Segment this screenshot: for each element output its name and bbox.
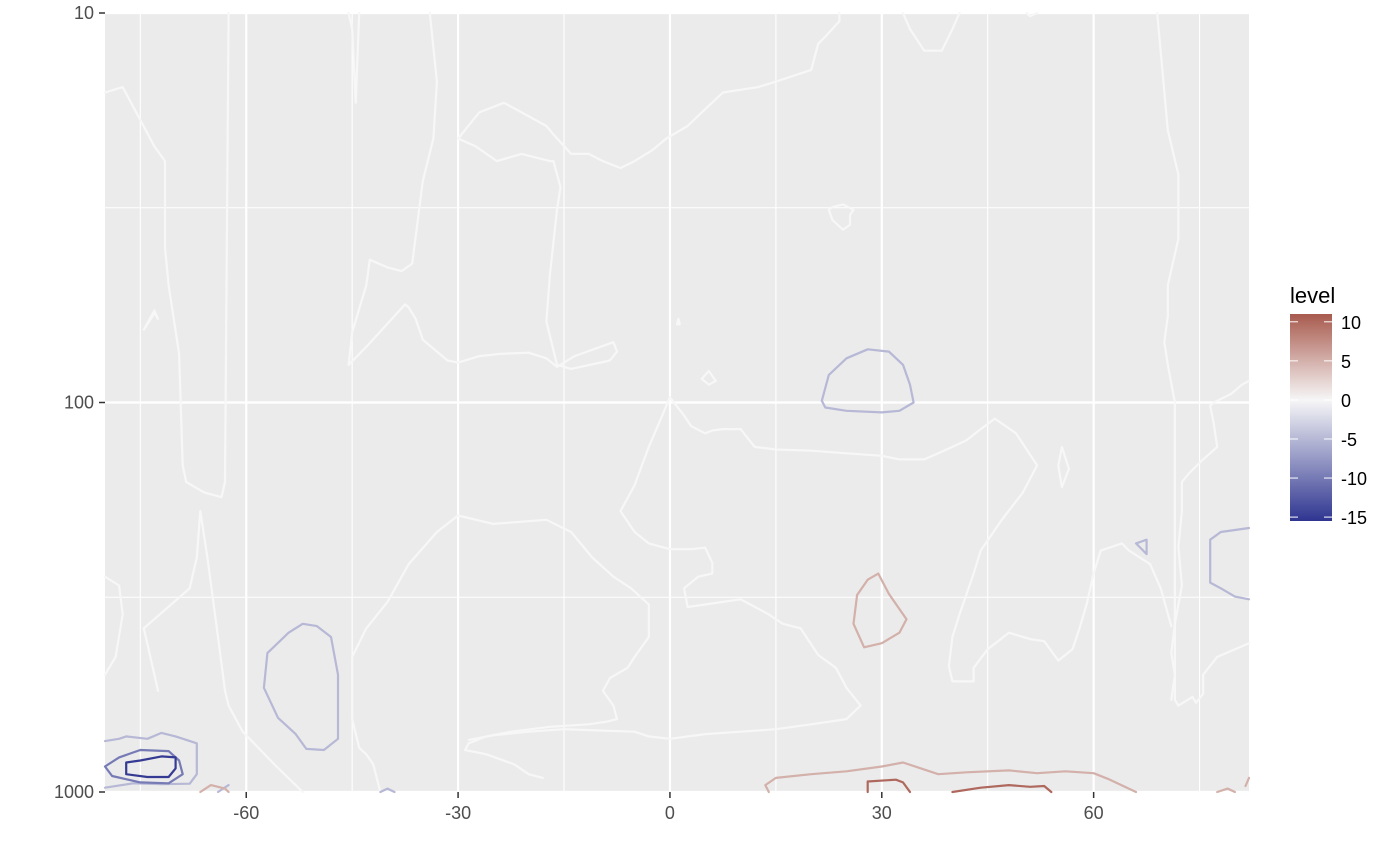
contour-line-level-5 (199, 783, 230, 794)
x-tick-label: 0 (665, 803, 675, 823)
grid (105, 11, 1249, 794)
legend-label: -10 (1341, 469, 1367, 489)
contour-line-level-neg5 (1134, 538, 1148, 556)
contour-line-level-0 (668, 396, 1173, 683)
contour-line-level-0 (1170, 379, 1251, 702)
contour-line-level-0 (142, 510, 304, 794)
y-tick-label: 1000 (54, 782, 94, 802)
contour-line-level-10 (866, 778, 912, 794)
legend-ticks: 10 5 0 -5 -10 -15 (1290, 313, 1367, 528)
legend: level 10 5 0 -5 -10 -15 (1290, 283, 1367, 528)
legend-label: -5 (1341, 430, 1357, 450)
contour-line-level-0 (827, 203, 855, 231)
contour-line-level-5 (852, 572, 908, 649)
contour-line-level-neg5 (379, 787, 396, 794)
contour-line-level-neg15 (125, 755, 177, 779)
y-tick-label: 100 (64, 393, 94, 413)
contour-line-level-neg5 (820, 348, 915, 414)
legend-label: 10 (1341, 313, 1361, 333)
contour-line-level-0 (1156, 11, 1251, 707)
contour-line-level-0 (1025, 11, 1039, 18)
x-tick-label: -60 (233, 803, 259, 823)
legend-label: -15 (1341, 508, 1367, 528)
contour-line-level-0 (103, 11, 230, 499)
contour-line-level-neg5 (103, 731, 198, 789)
x-tick-label: 30 (872, 803, 892, 823)
axes: -60 -30 0 30 60 10 100 1000 (54, 3, 1104, 823)
contour-line-level-0 (347, 11, 361, 104)
contour-line-level-5 (1216, 787, 1237, 794)
x-tick-label: 60 (1084, 803, 1104, 823)
contour-line-level-5 (764, 761, 1138, 794)
contour-line-level-neg10 (103, 748, 184, 785)
contour-line-level-0 (901, 11, 961, 52)
contour-line-level-neg5 (262, 622, 340, 752)
contour-line-level-0 (1057, 445, 1071, 489)
contour-line-level-0 (142, 309, 160, 331)
contour-line-level-0 (103, 575, 124, 676)
contour-line-level-5 (1244, 776, 1251, 788)
contour-line-level-0 (347, 11, 841, 370)
y-tick-label: 10 (74, 3, 94, 23)
legend-label: 0 (1341, 391, 1351, 411)
legend-label: 5 (1341, 352, 1351, 372)
contour-line-level-0 (467, 396, 862, 742)
x-tick-label: -30 (445, 803, 471, 823)
contour-line-level-0 (700, 369, 717, 386)
contour-line-level-10 (951, 783, 1053, 794)
legend-colorbar (1290, 314, 1332, 521)
contour-lines (103, 11, 1251, 794)
contour-line-level-0 (675, 317, 681, 326)
legend-title: level (1290, 283, 1335, 308)
contour-line-level-neg5 (1209, 526, 1251, 601)
